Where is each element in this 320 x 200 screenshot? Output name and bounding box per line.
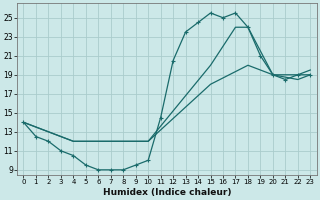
X-axis label: Humidex (Indice chaleur): Humidex (Indice chaleur) <box>103 188 231 197</box>
